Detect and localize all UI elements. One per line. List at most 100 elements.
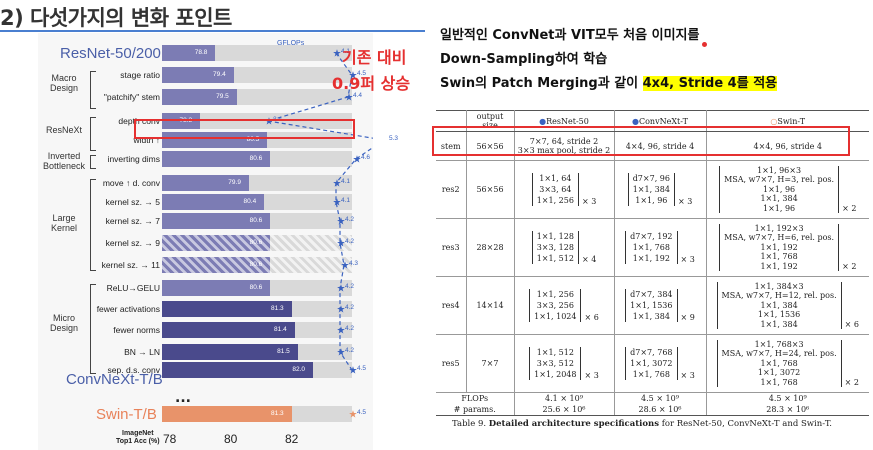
table-row-params: # params. 25.6 × 10⁶ 28.6 × 10⁶ 28.3 × 1… — [436, 404, 869, 416]
matrix-line: 1×1, 384 — [760, 319, 798, 329]
matrix-line: 1×1, 1536 — [630, 301, 673, 310]
spec-table-panel: output size ●ResNet-50 ●ConvNeXt-T ○Swin… — [428, 106, 873, 450]
bullet-icon: ○ — [770, 116, 778, 126]
slide-title: 2) 다섯가지의 변화 포인트 — [0, 6, 232, 30]
row-label: inverting dims — [107, 154, 160, 164]
block-matrix: 1×1, 384×3 MSA, w7×7, H=12, rel. pos. 1×1,… — [716, 281, 842, 330]
stage-resnet: 1×1, 512 3×3, 512 1×1, 2048 × 3 — [514, 334, 615, 393]
figure-title-top: ResNet-50/200 — [60, 45, 161, 62]
block-multiplier: × 6 — [844, 320, 859, 330]
gflops-star-marker: ★ — [345, 93, 354, 104]
block-multiplier: × 2 — [842, 262, 857, 272]
params-convnext: 28.6 × 10⁶ — [614, 404, 707, 416]
flops-label: FLOPs — [436, 392, 515, 404]
gflops-star-marker: ★ — [341, 261, 350, 272]
x-tick-82: 82 — [285, 432, 299, 446]
matrix-line: 1×1, 384 — [760, 300, 798, 310]
stage-swin: 1×1, 768×3 MSA, w7×7, H=24, rel. pos. 1×1,… — [706, 334, 869, 393]
gflops-star-marker: ★ — [337, 217, 346, 228]
table-row-stage: res5 7×7 1×1, 512 3×3, 512 1×1, 2048 × 3 d7×7,… — [436, 334, 869, 393]
matrix-line: d7×7, 192 — [630, 232, 673, 241]
x-axis-label: ImageNet Top1 Acc (%) — [116, 430, 160, 446]
matrix-line: 1×1, 64 — [539, 174, 572, 183]
accuracy-bar: 81.3 — [162, 301, 292, 317]
gflops-value: 4.6 — [361, 154, 371, 161]
accuracy-bar: 80.6 — [162, 151, 271, 167]
block-matrix: d7×7, 192 1×1, 768 1×1, 192 — [625, 231, 678, 264]
group-bracket — [90, 155, 96, 169]
block-multiplier: × 3 — [677, 196, 693, 206]
group-label: Macro Design — [49, 73, 78, 93]
block-matrix: d7×7, 768 1×1, 3072 1×1, 768 — [625, 347, 678, 380]
row-label: kernel sz. → 9 — [105, 238, 160, 248]
stage-resnet: 1×1, 256 3×3, 256 1×1, 1024 × 6 — [514, 276, 615, 335]
gflops-star-marker: ★ — [337, 305, 346, 316]
matrix-line: 1×1, 3072 — [630, 359, 673, 368]
stage-size: 7×7 — [466, 334, 515, 393]
accuracy-bar: 81.5 — [162, 344, 298, 360]
table-row-flops: FLOPs 4.1 × 10⁹ 4.5 × 10⁹ 4.5 × 10⁹ — [436, 392, 869, 404]
stage-swin: 1×1, 96×3 MSA, w7×7, H=3, rel. pos. 1×1, 9… — [706, 160, 869, 219]
accuracy-bar: 82.0 — [162, 362, 313, 378]
block-matrix: 1×1, 512 3×3, 512 1×1, 2048 — [529, 347, 582, 380]
matrix-line: 1×1, 512 — [536, 254, 574, 263]
bullet-icon: ● — [632, 116, 639, 126]
figure-title-bottom: ConvNeXt-T/B — [66, 371, 163, 388]
matrix-line: 1×1, 96 — [763, 203, 796, 213]
accuracy-bar: 80.6 — [162, 213, 271, 229]
stage-convnext: d7×7, 768 1×1, 3072 1×1, 768 × 3 — [614, 334, 707, 393]
row-label: fewer activations — [96, 304, 160, 314]
bar-background — [162, 113, 352, 129]
accuracy-bar: 79.9 — [162, 175, 249, 191]
stage-size: 28×28 — [466, 218, 515, 277]
spec-table: output size ●ResNet-50 ●ConvNeXt-T ○Swin… — [436, 110, 869, 416]
stem-name: stem — [436, 131, 467, 161]
figure-title-swin: Swin-T/B — [96, 406, 157, 423]
stage-name: res4 — [436, 276, 467, 335]
row-label: fewer norms — [113, 325, 160, 335]
matrix-line: d7×7, 768 — [630, 348, 673, 357]
gflops-label: GFLOPs — [277, 40, 305, 47]
block-multiplier: × 6 — [584, 312, 599, 322]
block-multiplier: × 2 — [844, 378, 859, 388]
x-axis-label-line2: Top1 Acc (%) — [116, 438, 160, 445]
gflops-value: 4.2 — [345, 238, 355, 245]
stem-swin: 4×4, 96, stride 4 — [706, 131, 869, 161]
matrix-line: 1×1, 768 — [760, 252, 798, 262]
stage-name: res2 — [436, 160, 467, 219]
matrix-line: 3×3, 64 — [539, 185, 572, 194]
table-stages: res2 56×56 1×1, 64 3×3, 64 1×1, 256 × 3 d7×7, … — [436, 160, 869, 393]
matrix-line: 1×1, 1024 — [534, 312, 577, 321]
accuracy-bar: 81.4 — [162, 322, 295, 338]
stage-size: 56×56 — [466, 160, 515, 219]
matrix-line: 1×1, 512 — [536, 348, 574, 357]
table-row-stage: res4 14×14 1×1, 256 3×3, 256 1×1, 1024 × 6 d7×… — [436, 276, 869, 335]
matrix-line: 1×1, 192×3 — [754, 223, 804, 233]
description-highlight: 4x4, Stride 4를 적용 — [642, 76, 778, 91]
title-underline — [0, 30, 425, 32]
accuracy-bar: 79.4 — [162, 67, 234, 83]
stage-convnext: d7×7, 96 1×1, 384 1×1, 96 × 3 — [614, 160, 707, 219]
matrix-line: 1×1, 192 — [760, 242, 798, 252]
row-label: width ↑ — [133, 135, 160, 145]
matrix-line: 1×1, 192 — [632, 254, 670, 263]
stage-convnext: d7×7, 192 1×1, 768 1×1, 192 × 3 — [614, 218, 707, 277]
cursor-dot — [702, 42, 707, 47]
row-label: stage ratio — [120, 70, 160, 80]
gflops-value: 4.2 — [345, 325, 355, 332]
flops-swin: 4.5 × 10⁹ — [768, 394, 807, 403]
stage-swin: 1×1, 384×3 MSA, w7×7, H=12, rel. pos. 1×1,… — [706, 276, 869, 335]
params-label: # params. — [436, 404, 515, 416]
table-row-stem: stem 56×56 7×7, 64, stride 2 3×3 max pool… — [436, 131, 869, 161]
stage-name: res5 — [436, 334, 467, 393]
gflops-value: 4.2 — [345, 304, 355, 311]
gflops-star-marker: ★ — [353, 155, 362, 166]
matrix-line: 1×1, 2048 — [534, 370, 577, 379]
accuracy-bar: 80.5 — [162, 132, 268, 148]
group-label: Large Kernel — [50, 213, 77, 233]
block-matrix: 1×1, 768×3 MSA, w7×7, H=24, rel. pos. 1×1,… — [716, 339, 842, 388]
accuracy-bar: 81.3 — [162, 406, 292, 422]
group-bracket — [90, 117, 96, 151]
matrix-line: 1×1, 256 — [536, 290, 574, 299]
block-multiplier: × 3 — [584, 370, 599, 380]
